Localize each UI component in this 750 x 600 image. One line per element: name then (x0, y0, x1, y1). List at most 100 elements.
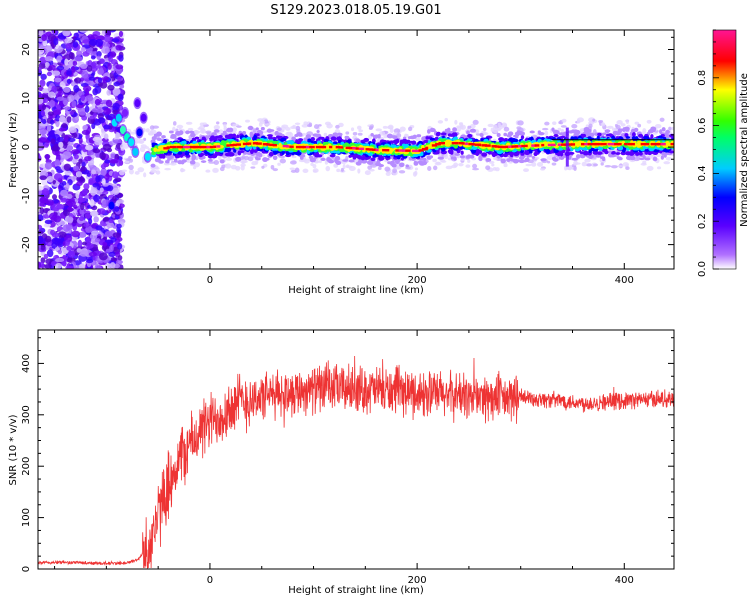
spectrogram-faint-cell (262, 130, 268, 134)
spectrogram-cell (514, 134, 519, 139)
spectrogram-cell (194, 136, 200, 140)
spectrogram-cell (388, 134, 393, 139)
spectrogram-faint-cell (443, 153, 449, 160)
spectrogram-faint-cell (180, 168, 186, 172)
spectrogram-faint-cell (455, 126, 462, 132)
spectrogram-noise-cell (94, 237, 101, 243)
spectrogram-cell (366, 160, 374, 165)
spectrogram-noise-cell (72, 60, 78, 67)
spectrogram-faint-cell (138, 139, 145, 144)
spectrogram-noise-cell (55, 262, 63, 269)
spectrogram-cell (597, 132, 602, 137)
spectrogram-cell (469, 154, 475, 159)
spectrogram-cell (301, 154, 306, 158)
spectrogram-cell (413, 160, 417, 164)
spectrogram-cell (625, 136, 631, 139)
spectrogram-faint-cell (492, 166, 497, 171)
spectrogram-faint-cell (325, 165, 331, 172)
spectrogram-noise-cell (69, 110, 75, 115)
spectrogram-cell (459, 155, 466, 159)
spectrogram-faint-cell (224, 163, 232, 169)
spectrogram-faint-cell (352, 132, 358, 136)
spectrogram-cell (425, 136, 430, 140)
spectrogram-faint-cell (467, 125, 472, 129)
spectrogram-faint-cell (235, 165, 241, 171)
spectrogram-cell (136, 128, 143, 137)
spectrogram-cell (650, 134, 654, 139)
spectrogram-noise-cell (71, 230, 81, 238)
spectrogram-noise-cell (79, 143, 86, 150)
spectrogram-faint-cell (145, 128, 150, 133)
spectrogram-noise-cell (38, 224, 43, 230)
spectrogram-noise-cell (101, 46, 110, 54)
spectrogram-noise-cell (88, 217, 93, 225)
spectrogram-cell (250, 149, 254, 155)
spectrogram-cell (427, 129, 431, 134)
spectrogram-faint-cell (592, 163, 598, 167)
spectrogram-noise-cell (58, 116, 67, 123)
spectrogram-noise-cell (38, 30, 44, 37)
spectrogram-noise-cell (84, 155, 92, 162)
spectrogram-cell (342, 159, 349, 162)
spectrogram-noise-cell (75, 104, 85, 109)
spectrogram-faint-cell (277, 162, 281, 166)
spectrogram-noise-cell (82, 124, 88, 130)
spectrogram-noise-cell (40, 110, 46, 117)
spectrogram-cell (329, 153, 336, 158)
spectrogram-faint-cell (574, 162, 581, 165)
spectrogram-noise-cell (114, 259, 123, 265)
spectrogram-cell (281, 150, 285, 155)
spectrogram-faint-cell (134, 171, 140, 175)
spectrogram-faint-cell (634, 121, 640, 125)
spectrogram-noise-cell (45, 154, 50, 161)
spectrogram-cell (235, 156, 242, 162)
spectrogram-faint-cell (357, 132, 363, 136)
spectrogram-faint-cell (610, 165, 618, 169)
spectrogram-noise-cell (44, 161, 53, 170)
spectrogram-noise-cell (64, 239, 71, 247)
spectrogram-noise-cell (79, 30, 89, 33)
spectrogram-cell (485, 158, 492, 162)
spectrogram-cell (378, 164, 384, 168)
spectrogram-noise-cell (112, 87, 121, 96)
spectrogram-cell (478, 155, 482, 161)
spectrogram-noise-cell (51, 260, 57, 267)
spectrogram-cell (587, 128, 592, 133)
spectrogram-cell (582, 150, 589, 156)
spectrogram-faint-cell (345, 131, 350, 135)
spectrogram-noise-cell (66, 116, 72, 123)
spectrogram-cell (575, 154, 581, 159)
spectrogram-noise-cell (66, 79, 72, 84)
spectrogram-noise-cell (100, 163, 107, 170)
spectrogram-cell (556, 130, 560, 135)
spectrogram-cell (177, 160, 183, 165)
spectrogram-faint-cell (212, 167, 219, 173)
spectrogram-faint-cell (345, 165, 353, 169)
spectrogram-faint-cell (654, 123, 662, 129)
spectrogram-faint-cell (263, 123, 271, 126)
spectrogram-noise-cell (38, 214, 44, 222)
spectrogram-faint-cell (335, 124, 340, 129)
spectrogram-noise-cell (97, 81, 103, 87)
spectrogram-noise-cell (38, 118, 42, 123)
spectrogram-cell (247, 125, 254, 131)
spectrogram-cell (631, 136, 636, 140)
spectrogram-noise-cell (71, 100, 77, 108)
spectrogram-cell (357, 155, 363, 160)
spectrogram-cell (617, 157, 623, 161)
spectrogram-cell (200, 160, 207, 163)
spectrogram-cell (647, 151, 652, 156)
spectrogram-cell (365, 154, 369, 158)
spectrogram-noise-cell (78, 158, 83, 164)
spectrogram-faint-cell (493, 156, 498, 161)
spectrogram-faint-cell (557, 127, 562, 132)
spectrogram-faint-cell (169, 162, 177, 166)
spectrogram-cell (437, 156, 444, 160)
spectrogram-noise-cell (48, 64, 56, 71)
spectrogram-cell (441, 147, 446, 152)
spectrogram-cell (635, 151, 640, 156)
spectrogram-noise-cell (58, 127, 67, 132)
spectrogram-cell (592, 150, 599, 155)
spectrogram-faint-cell (414, 167, 419, 171)
spectrogram-noise-cell (43, 253, 49, 260)
